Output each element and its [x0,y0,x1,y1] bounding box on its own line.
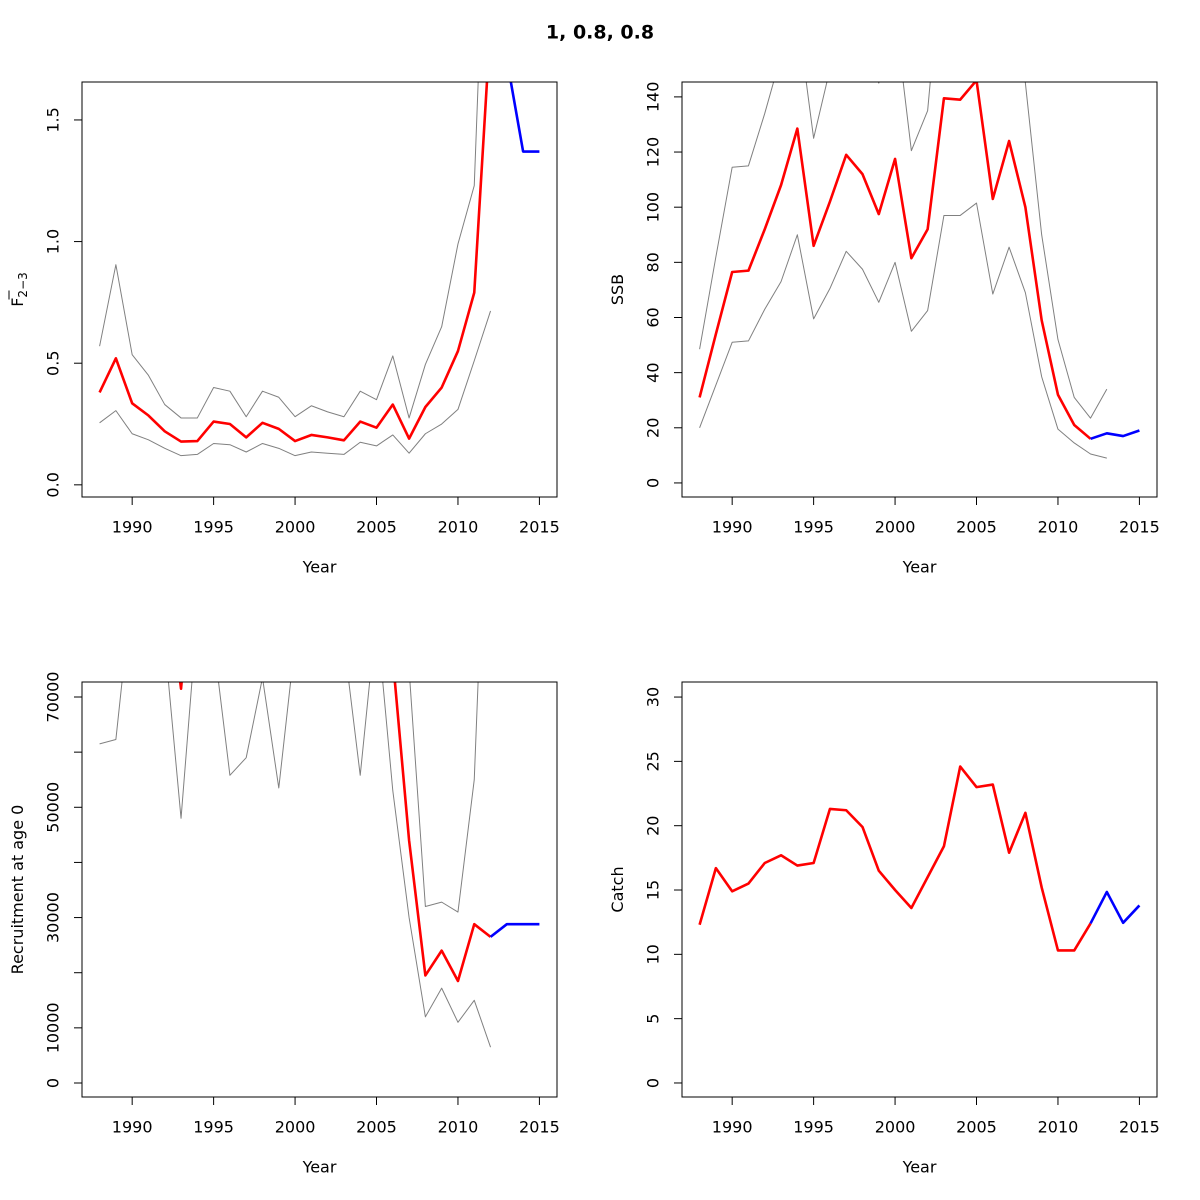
data-line [1090,429,1140,441]
plot-box [681,81,1158,498]
plot-box [681,681,1158,1098]
panel: 1990 1995 2000 2005 2010 2015 0 10000 30000 50000… [8,672,560,1177]
y-axis-title-main: SSB [608,274,627,305]
data-line [98,82,489,443]
y-tick-label: 0.5 [44,350,63,375]
y-tick-label: 20 [644,816,663,836]
x-tick-label: 2010 [438,518,479,537]
y-tick-label: 10 [644,944,663,964]
y-tick-label: 0 [44,1078,63,1088]
y-tick-label: 0.0 [44,472,63,497]
data-line [99,82,479,419]
y-tick-label: 0 [644,478,663,488]
y-tick-label: 1.0 [44,229,63,254]
data-line [698,82,1092,440]
data-line [99,682,492,1048]
x-tick-label: 2015 [519,518,560,537]
data-line [99,310,492,457]
chart-title: 1, 0.8, 0.8 [546,22,654,44]
plot-box [81,81,558,498]
x-tick-label: 1995 [793,1118,834,1137]
y-axis-title-main: F [8,298,27,307]
x-tick-label: 1990 [112,1118,153,1137]
x-axis-title: Year [302,1158,337,1177]
x-axis-title: Year [902,1158,937,1177]
x-tick-label: 2000 [875,1118,916,1137]
plot-area [698,82,1140,459]
x-tick-label: 2000 [275,1118,316,1137]
x-tick-label: 1995 [193,518,234,537]
data-line [178,682,492,983]
x-tick-label: 2005 [356,1118,397,1137]
y-axis-title-main: Catch [608,866,627,912]
x-tick-label: 2000 [875,518,916,537]
y-tick-label: 30 [644,687,663,707]
y-axis-title: F2−3 [8,272,30,307]
y-tick-label: 1.5 [44,107,63,132]
x-tick-label: 2005 [956,1118,997,1137]
plot-area [698,765,1141,952]
x-tick-label: 1995 [793,518,834,537]
data-line [699,202,1107,459]
plot-box [81,681,558,1098]
y-tick-label: 0 [644,1078,663,1088]
y-axis-title-main: Recruitment at age 0 [8,805,27,975]
y-axis-title: Catch [608,866,627,912]
x-tick-label: 2010 [1038,518,1079,537]
y-axis-title: Recruitment at age 0 [8,805,27,975]
x-tick-label: 1990 [712,518,753,537]
x-axis-title: Year [902,558,937,577]
x-tick-label: 2015 [1119,518,1160,537]
data-line [489,922,540,938]
y-tick-label: 100 [644,192,663,223]
y-axis-title: SSB [608,274,627,305]
y-tick-label: 50000 [44,782,63,833]
y-tick-label: 20 [644,418,663,438]
y-tick-label: 30000 [44,892,63,943]
data-line [698,765,1092,952]
y-tick-label: 80 [644,252,663,272]
y-tick-label: 60 [644,307,663,327]
panel: 1990 1995 2000 2005 2010 2015 0 5 10 15 20 25 30 Year… [608,681,1160,1177]
y-tick-label: 10000 [44,1002,63,1053]
x-tick-label: 2010 [438,1118,479,1137]
plot-area [98,82,540,457]
panel: 1990 1995 2000 2005 2010 2015 0 20 40 60 80 100 120 1… [608,81,1160,577]
x-axis-title: Year [302,558,337,577]
y-tick-label: 5 [644,1014,663,1024]
x-tick-label: 2015 [1119,1118,1160,1137]
y-tick-label: 140 [644,82,663,113]
x-tick-label: 1990 [712,1118,753,1137]
x-tick-label: 2005 [356,518,397,537]
y-tick-label: 70000 [44,672,63,723]
y-tick-label: 120 [644,137,663,168]
plot-area [99,682,540,1048]
x-tick-label: 2015 [519,1118,560,1137]
y-tick-label: 40 [644,362,663,382]
y-axis-title-sub: 2−3 [16,272,30,297]
x-tick-label: 1995 [193,1118,234,1137]
x-tick-label: 2000 [275,518,316,537]
y-tick-label: 15 [644,880,663,900]
y-tick-label: 25 [644,751,663,771]
panel: 1990 1995 2000 2005 2010 2015 0.0 0.5 1.0 1.5 Year… [8,81,560,577]
x-tick-label: 2010 [1038,1118,1079,1137]
x-tick-label: 2005 [956,518,997,537]
data-line [1089,890,1141,925]
data-line [409,682,479,913]
data-line [509,82,540,153]
x-tick-label: 1990 [112,518,153,537]
